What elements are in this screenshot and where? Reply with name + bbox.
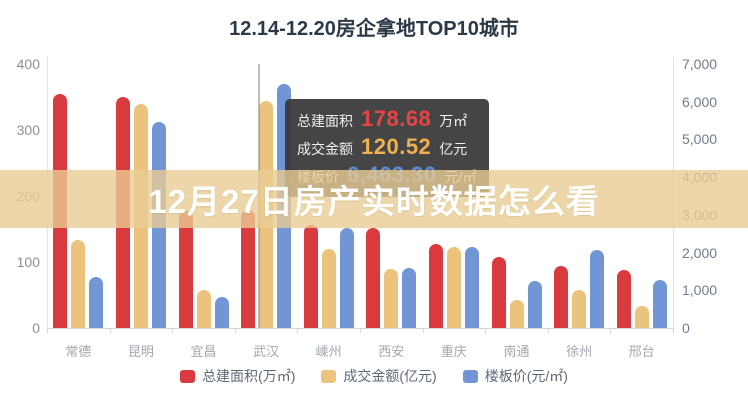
x-axis-tick [172, 328, 174, 333]
legend-item[interactable]: 成交金额(亿元) [321, 366, 437, 386]
left-axis-tick-label: 0 [32, 320, 40, 336]
bar[interactable] [89, 277, 104, 328]
bar[interactable] [464, 246, 479, 328]
x-axis-tick [673, 328, 674, 333]
x-axis-category-label: 西安 [378, 344, 405, 359]
bar[interactable] [590, 249, 605, 328]
tooltip-unit: 万㎡ [439, 113, 468, 129]
bar[interactable] [241, 210, 256, 328]
right-axis-tick-label: 6,000 [682, 93, 718, 110]
bar[interactable] [428, 243, 443, 328]
right-axis-tick-label: 0 [682, 320, 690, 336]
x-axis-category-label: 重庆 [440, 344, 467, 359]
legend-marker-icon [321, 369, 337, 383]
tooltip-row: 成交金额 120.52 亿元 [297, 134, 477, 162]
bar[interactable] [196, 289, 211, 328]
bar[interactable] [71, 240, 86, 328]
bar[interactable] [446, 247, 461, 328]
x-axis-category-label: 南通 [503, 344, 530, 359]
legend-label: 成交金额(亿元) [343, 368, 437, 384]
x-axis-category-label: 常德 [65, 344, 92, 359]
legend-item[interactable]: 楼板价(元/㎡) [462, 366, 568, 386]
tooltip-row: 总建面积 178.68 万㎡ [297, 106, 477, 134]
bar[interactable] [339, 227, 354, 328]
right-axis-tick-label: 7,000 [682, 56, 718, 72]
bar[interactable] [527, 280, 542, 328]
legend-item[interactable]: 总建面积(万㎡) [180, 366, 295, 386]
left-axis-tick-label: 100 [16, 254, 40, 270]
overlay-banner-text: 12月27日房产实时数据怎么看 [148, 183, 600, 220]
legend-marker-icon [180, 369, 196, 383]
bar[interactable] [366, 227, 381, 328]
bar[interactable] [572, 289, 587, 328]
bar[interactable] [384, 268, 399, 328]
legend-label: 总建面积(万㎡) [202, 368, 296, 384]
bar[interactable] [634, 305, 649, 328]
left-axis-tick-label: 400 [16, 56, 40, 72]
legend-label: 楼板价(元/㎡) [484, 368, 568, 384]
tooltip-label: 成交金额 [297, 141, 353, 157]
right-axis-tick-label: 5,000 [682, 131, 718, 148]
bar[interactable] [491, 256, 506, 328]
right-axis-tick-label: 2,000 [682, 244, 718, 261]
x-axis-tick [234, 328, 236, 333]
bar[interactable] [178, 210, 193, 328]
bar[interactable] [303, 225, 318, 328]
tooltip-unit: 亿元 [439, 141, 468, 157]
legend: 总建面积(万㎡) 成交金额(亿元) 楼板价(元/㎡) [0, 366, 748, 386]
x-axis-category-label: 徐州 [566, 344, 593, 359]
x-axis-category-label: 邢台 [628, 344, 655, 359]
legend-marker-icon [462, 369, 478, 383]
bar[interactable] [214, 296, 229, 328]
x-axis-tick [610, 328, 612, 333]
tooltip-value: 178.68 [361, 106, 432, 131]
x-axis-category-label: 宜昌 [190, 344, 217, 359]
chart-title: 12.14-12.20房企拿地TOP10城市 [229, 18, 519, 40]
bar[interactable] [616, 269, 631, 328]
bar[interactable] [652, 279, 667, 328]
tooltip-label: 总建面积 [297, 113, 353, 129]
bar[interactable] [321, 249, 336, 328]
x-axis-tick [109, 328, 111, 333]
tooltip-value: 120.52 [361, 134, 432, 159]
x-axis-tick [485, 328, 487, 333]
right-axis-tick-label: 1,000 [682, 282, 718, 299]
x-axis-tick [547, 328, 549, 333]
x-axis-category-label: 武汉 [253, 344, 280, 359]
bar[interactable] [509, 300, 524, 328]
x-axis-tick [360, 328, 361, 333]
left-axis-tick-label: 300 [16, 122, 40, 138]
bar[interactable] [402, 267, 417, 328]
x-axis-category-label: 昆明 [127, 344, 154, 359]
x-axis-tick [47, 328, 48, 333]
x-axis-tick [422, 328, 424, 333]
overlay-banner: 12月27日房产实时数据怎么看 [0, 170, 748, 228]
bar[interactable] [554, 265, 569, 328]
x-axis-tick [297, 328, 299, 333]
x-axis-category-label: 嵊州 [315, 344, 342, 359]
